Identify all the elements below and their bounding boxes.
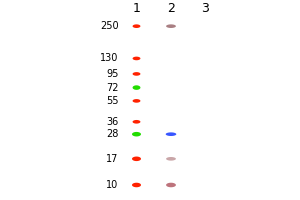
Polygon shape (132, 157, 141, 161)
Text: 28: 28 (106, 129, 118, 139)
Text: 17: 17 (106, 154, 118, 164)
Text: 1: 1 (133, 2, 140, 16)
Text: 250: 250 (100, 21, 118, 31)
Text: 36: 36 (106, 117, 118, 127)
Polygon shape (133, 57, 140, 60)
Polygon shape (166, 132, 176, 136)
Polygon shape (133, 99, 140, 103)
Text: 55: 55 (106, 96, 118, 106)
Text: 10: 10 (106, 180, 118, 190)
Text: 2: 2 (167, 2, 175, 16)
Text: 3: 3 (202, 2, 209, 16)
Text: 72: 72 (106, 83, 118, 93)
Polygon shape (133, 24, 140, 28)
Polygon shape (132, 132, 141, 136)
Polygon shape (133, 72, 140, 76)
Text: 95: 95 (106, 69, 118, 79)
Polygon shape (166, 157, 176, 161)
Polygon shape (133, 85, 140, 90)
Polygon shape (166, 183, 176, 187)
Text: 130: 130 (100, 53, 118, 63)
Polygon shape (166, 24, 176, 28)
Polygon shape (133, 120, 140, 124)
Polygon shape (132, 183, 141, 187)
